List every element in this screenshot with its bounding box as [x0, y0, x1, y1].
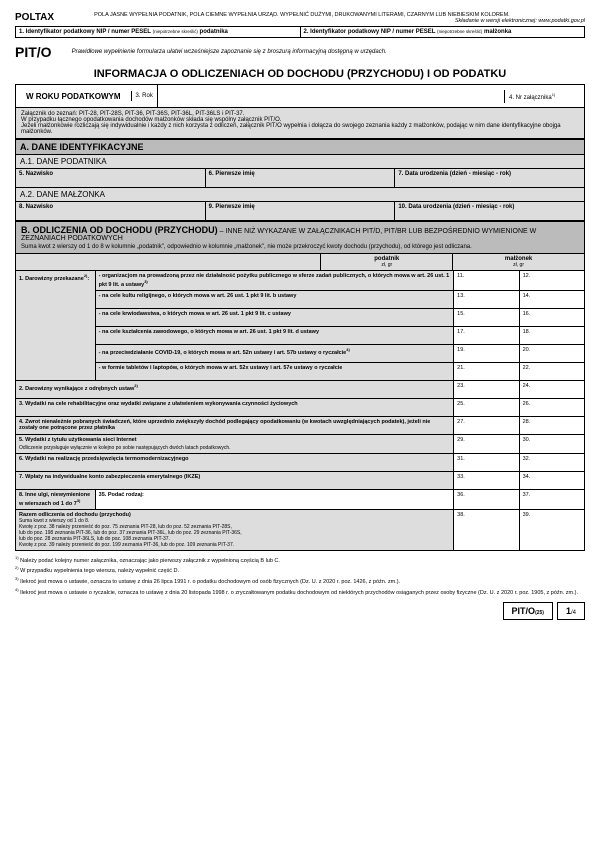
- field-38[interactable]: 38.: [454, 509, 519, 550]
- field-33[interactable]: 33.: [454, 471, 519, 489]
- field-29[interactable]: 29.: [454, 434, 519, 453]
- field-19[interactable]: 19.: [454, 344, 519, 362]
- table-row: 7. Wpłaty na indywidualne konto zabezpie…: [16, 471, 585, 489]
- header-note: POLA JASNE WYPEŁNIA PODATNIK, POLA CIEMN…: [94, 12, 585, 24]
- field-26[interactable]: 26.: [519, 398, 584, 416]
- field-3-rok[interactable]: 3. Rok: [131, 91, 157, 101]
- table-row: - na cele kultu religijnego, o których m…: [16, 290, 585, 308]
- brand: POLTAX: [15, 12, 54, 23]
- table-row: - w formie tabletów i laptopów, o któryc…: [16, 362, 585, 380]
- footnotes: 1) Należy podać kolejny numer załącznika…: [15, 555, 585, 596]
- header-link: Składanie w wersji elektronicznej: www.p…: [94, 18, 585, 24]
- table-row: 4. Zwrot nienależnie pobranych świadczeń…: [16, 416, 585, 434]
- column-header: podatnik zł, gr małżonek zł, gr: [15, 254, 585, 271]
- year-label: W ROKU PODATKOWYM: [16, 88, 131, 105]
- field-10-data[interactable]: 10. Data urodzenia (dzień - miesiąc - ro…: [395, 202, 584, 220]
- col-podatnik: podatnik zł, gr: [321, 254, 453, 270]
- footer-page: 1/4: [557, 602, 585, 620]
- field-30[interactable]: 30.: [519, 434, 584, 453]
- total-row: Razem odliczenia od dochodu (przychodu)S…: [16, 509, 585, 550]
- id-malzonek[interactable]: 2. Identyfikator podatkowy NIP / numer P…: [301, 27, 585, 37]
- field-11[interactable]: 11.: [454, 271, 519, 290]
- field-22[interactable]: 22.: [519, 362, 584, 380]
- table-row: 1. Darowizny przekazane2):- organizacjom…: [16, 271, 585, 290]
- field-20[interactable]: 20.: [519, 344, 584, 362]
- table-row: - na cele kształcenia zawodowego, o któr…: [16, 326, 585, 344]
- field-24[interactable]: 24.: [519, 380, 584, 398]
- table-row: 6. Wydatki na realizację przedsięwzięcia…: [16, 453, 585, 471]
- identifier-row: 1. Identyfikator podatkowy NIP / numer P…: [15, 26, 585, 38]
- field-28[interactable]: 28.: [519, 416, 584, 434]
- field-17[interactable]: 17.: [454, 326, 519, 344]
- field-39[interactable]: 39.: [519, 509, 584, 550]
- field-6-imie[interactable]: 6. Pierwsze imię: [206, 169, 396, 187]
- col-malzonek: małżonek zł, gr: [453, 254, 584, 270]
- table-row: 3. Wydatki na cele rehabilitacyjne oraz …: [16, 398, 585, 416]
- field-14[interactable]: 14.: [519, 290, 584, 308]
- id-podatnik[interactable]: 1. Identyfikator podatkowy NIP / numer P…: [16, 27, 301, 37]
- field-15[interactable]: 15.: [454, 308, 519, 326]
- table-row: 2. Darowizny wynikające z odrębnych usta…: [16, 380, 585, 398]
- field-18[interactable]: 18.: [519, 326, 584, 344]
- year-row: W ROKU PODATKOWYM 3. Rok 4. Nr załącznik…: [15, 84, 585, 108]
- field-31[interactable]: 31.: [454, 453, 519, 471]
- table-row: - na cele krwiodawstwa, o których mowa w…: [16, 308, 585, 326]
- a1-fields: 5. Nazwisko 6. Pierwsze imię 7. Data uro…: [15, 169, 585, 188]
- a2-fields: 8. Nazwisko 9. Pierwsze imię 10. Data ur…: [15, 202, 585, 221]
- footer: PIT/O(25) 1/4: [15, 602, 585, 620]
- field-4-zalacznik[interactable]: 4. Nr załącznika1): [504, 90, 584, 103]
- form-note: Prawidłowe wypełnienie formularza ułatwi…: [72, 49, 387, 55]
- field-7-data[interactable]: 7. Data urodzenia (dzień - miesiąc - rok…: [395, 169, 584, 187]
- section-a2: A.2. DANE MAŁŻONKA: [15, 188, 585, 202]
- field-32[interactable]: 32.: [519, 453, 584, 471]
- field-27[interactable]: 27.: [454, 416, 519, 434]
- table-row: - na przeciwdziałanie COVID-19, o któryc…: [16, 344, 585, 362]
- section-a-header: A. DANE IDENTYFIKACYJNE: [15, 139, 585, 155]
- table-row: 5. Wydatki z tytułu użytkowania sieci In…: [16, 434, 585, 453]
- main-title: INFORMACJA O ODLICZENIACH OD DOCHODU (PR…: [15, 68, 585, 80]
- deductions-table: 1. Darowizny przekazane2):- organizacjom…: [15, 271, 585, 551]
- field-36[interactable]: 36.: [454, 489, 519, 509]
- form-page: POLTAX POLA JASNE WYPEŁNIA PODATNIK, POL…: [0, 0, 600, 632]
- field-37[interactable]: 37.: [519, 489, 584, 509]
- table-row: 8. Inne ulgi, niewymienione w wierszach …: [16, 489, 585, 509]
- field-13[interactable]: 13.: [454, 290, 519, 308]
- header: POLTAX POLA JASNE WYPEŁNIA PODATNIK, POL…: [15, 12, 585, 24]
- field-23[interactable]: 23.: [454, 380, 519, 398]
- field-21[interactable]: 21.: [454, 362, 519, 380]
- field-12[interactable]: 12.: [519, 271, 584, 290]
- field-34[interactable]: 34.: [519, 471, 584, 489]
- field-25[interactable]: 25.: [454, 398, 519, 416]
- section-a1: A.1. DANE PODATNIKA: [15, 155, 585, 169]
- info-box: Załącznik do zeznań: PIT-28, PIT-28S, PI…: [15, 108, 585, 139]
- form-code-row: PIT/O Prawidłowe wypełnienie formularza …: [15, 44, 585, 60]
- footer-code: PIT/O(25): [503, 602, 553, 620]
- section-b-header: B. ODLICZENIA OD DOCHODU (PRZYCHODU) – I…: [15, 221, 585, 254]
- field-8-nazwisko[interactable]: 8. Nazwisko: [16, 202, 206, 220]
- field-9-imie[interactable]: 9. Pierwsze imię: [206, 202, 396, 220]
- form-code: PIT/O: [15, 44, 52, 60]
- field-16[interactable]: 16.: [519, 308, 584, 326]
- field-5-nazwisko[interactable]: 5. Nazwisko: [16, 169, 206, 187]
